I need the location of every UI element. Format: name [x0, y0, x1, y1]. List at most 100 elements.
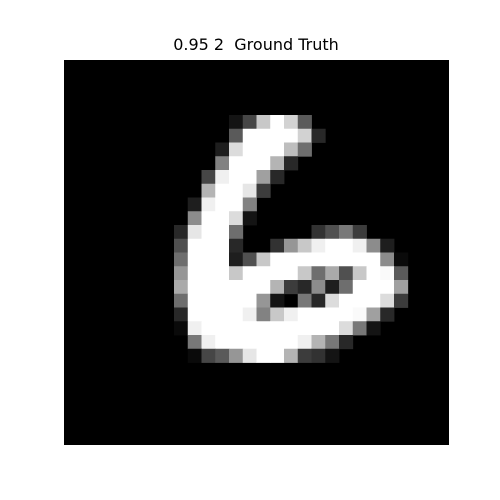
image-pixel — [215, 321, 230, 336]
image-pixel — [256, 156, 271, 171]
image-pixel — [339, 307, 354, 322]
image-pixel — [366, 293, 381, 308]
image-pixel — [325, 238, 340, 253]
image-pixel — [229, 266, 244, 281]
image-pixel — [325, 225, 340, 240]
image-pixel — [229, 321, 244, 336]
image-pixel — [242, 321, 257, 336]
image-pixel — [215, 225, 230, 240]
image-pixel — [297, 252, 312, 267]
image-pixel — [201, 211, 216, 226]
image-pixel — [297, 348, 312, 363]
image-pixel — [270, 252, 285, 267]
image-pixel — [256, 348, 271, 363]
image-pixel — [201, 225, 216, 240]
image-pixel — [201, 293, 216, 308]
image-pixel — [311, 293, 326, 308]
image-pixel — [270, 280, 285, 295]
image-pixel — [242, 115, 257, 130]
image-pixel — [229, 156, 244, 171]
image-pixel — [380, 280, 395, 295]
image-pixel — [380, 293, 395, 308]
image-pixel — [366, 238, 381, 253]
image-pixel — [394, 293, 409, 308]
image-pixel — [256, 115, 271, 130]
image-pixel — [284, 142, 299, 157]
image-pixel — [270, 115, 285, 130]
image-pixel — [270, 348, 285, 363]
image-pixel — [242, 293, 257, 308]
image-pixel — [339, 252, 354, 267]
image-pixel — [229, 307, 244, 322]
image-pixel — [256, 142, 271, 157]
image-pixel — [174, 225, 189, 240]
image-pixel — [311, 266, 326, 281]
image-pixel — [325, 266, 340, 281]
image-pixel — [297, 128, 312, 143]
image-pixel — [325, 335, 340, 350]
image-pixel — [242, 142, 257, 157]
image-pixel — [187, 266, 202, 281]
image-pixel — [352, 252, 367, 267]
image-pixel — [284, 280, 299, 295]
image-pixel — [242, 183, 257, 198]
image-pixel — [297, 238, 312, 253]
image-pixel — [380, 266, 395, 281]
image-pixel — [297, 142, 312, 157]
image-pixel — [215, 280, 230, 295]
image-pixel — [242, 307, 257, 322]
image-pixel — [242, 128, 257, 143]
image-pixel — [229, 348, 244, 363]
image-pixel — [270, 170, 285, 185]
image-pixel — [256, 266, 271, 281]
image-pixel — [242, 252, 257, 267]
image-pixel — [187, 307, 202, 322]
image-pixel — [187, 211, 202, 226]
image-pixel — [339, 225, 354, 240]
image-pixel — [242, 211, 257, 226]
image-pixel — [325, 321, 340, 336]
image-pixel — [215, 266, 230, 281]
image-pixel — [256, 335, 271, 350]
image-pixel — [229, 183, 244, 198]
image-pixel — [229, 280, 244, 295]
image-pixel — [215, 252, 230, 267]
image-pixel — [297, 293, 312, 308]
image-pixel — [284, 321, 299, 336]
image-pixel — [366, 307, 381, 322]
image-pixel — [325, 293, 340, 308]
image-pixel — [201, 321, 216, 336]
image-pixel — [229, 225, 244, 240]
image-pixel — [352, 238, 367, 253]
image-pixel — [284, 156, 299, 171]
image-pixel — [339, 238, 354, 253]
image-pixel — [311, 238, 326, 253]
image-pixel — [215, 156, 230, 171]
image-pixel — [284, 266, 299, 281]
image-pixel — [297, 307, 312, 322]
image-pixel — [352, 280, 367, 295]
image-pixel — [201, 307, 216, 322]
image-pixel — [297, 321, 312, 336]
image-pixel — [297, 115, 312, 130]
image-pixel — [242, 170, 257, 185]
image-pixel — [215, 307, 230, 322]
image-pixel — [256, 252, 271, 267]
image-pixel — [215, 142, 230, 157]
image-pixel — [229, 142, 244, 157]
image-pixel — [187, 238, 202, 253]
image-pixel — [352, 225, 367, 240]
image-pixel — [270, 321, 285, 336]
image-pixel — [339, 335, 354, 350]
image-pixel — [187, 293, 202, 308]
image-pixel — [229, 252, 244, 267]
image-pixel — [215, 238, 230, 253]
image-pixel — [256, 183, 271, 198]
image-pixel — [256, 293, 271, 308]
image-pixel — [352, 293, 367, 308]
image-pixel — [380, 307, 395, 322]
image-pixel — [270, 293, 285, 308]
image-pixel — [270, 238, 285, 253]
image-pixel — [270, 128, 285, 143]
